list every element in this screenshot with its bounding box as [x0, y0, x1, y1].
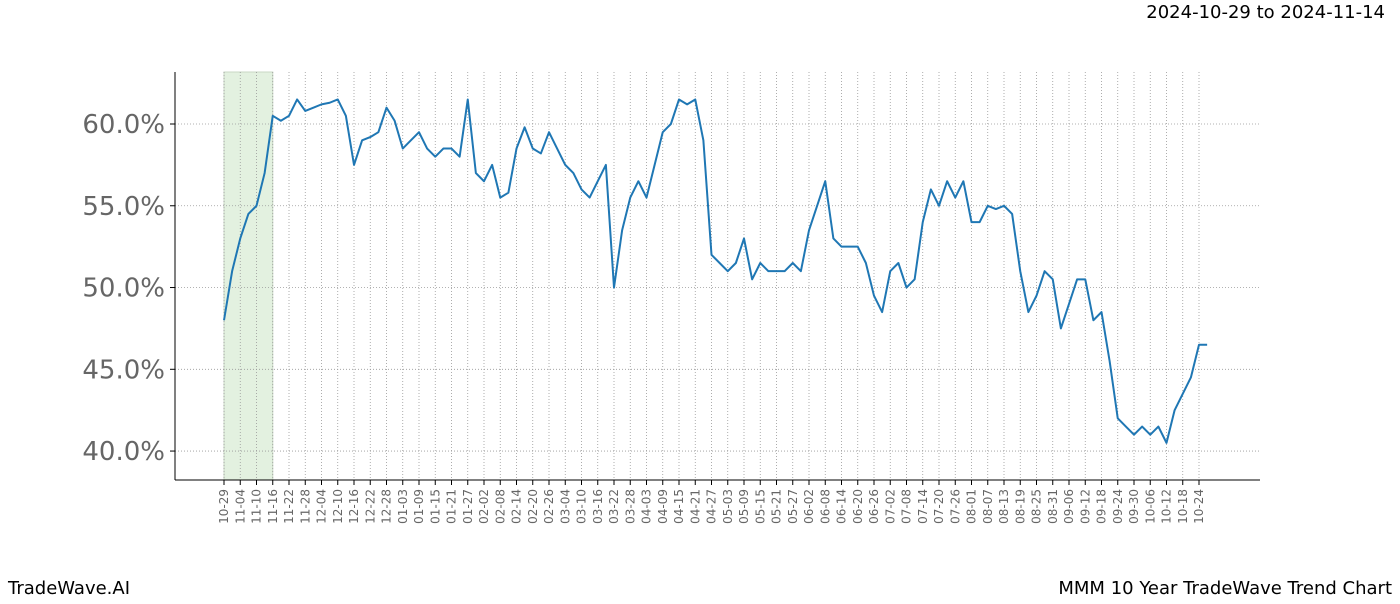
- x-tick-label: 10-18: [1176, 489, 1190, 524]
- x-tick-label: 02-08: [493, 489, 507, 524]
- x-tick-label: 07-20: [932, 489, 946, 524]
- x-tick-label: 11-22: [282, 489, 296, 524]
- x-tick-label: 09-24: [1111, 489, 1125, 524]
- x-tick-label: 08-31: [1046, 489, 1060, 524]
- x-tick-label: 05-03: [721, 489, 735, 524]
- x-tick-label: 11-10: [250, 489, 264, 524]
- x-tick-label: 02-20: [526, 489, 540, 524]
- x-tick-label: 04-27: [705, 489, 719, 524]
- x-tick-label: 01-27: [461, 489, 475, 524]
- x-tick-label: 03-16: [591, 489, 605, 524]
- x-tick-label: 10-29: [217, 489, 231, 524]
- x-tick-label: 06-20: [851, 489, 865, 524]
- x-tick-label: 03-28: [623, 489, 637, 524]
- x-tick-label: 02-14: [510, 489, 524, 524]
- x-tick-label: 06-14: [835, 489, 849, 524]
- x-tick-label: 10-24: [1192, 489, 1206, 524]
- x-tick-label: 01-21: [445, 489, 459, 524]
- x-tick-label: 08-01: [965, 489, 979, 524]
- x-tick-label: 09-12: [1078, 489, 1092, 524]
- date-range: 2024-10-29 to 2024-11-14: [1146, 2, 1385, 23]
- x-tick-label: 07-02: [883, 489, 897, 524]
- x-tick-label: 01-03: [396, 489, 410, 524]
- x-tick-label: 07-14: [916, 489, 930, 524]
- x-tick-label: 09-18: [1095, 489, 1109, 524]
- x-tick-label: 12-04: [315, 489, 329, 524]
- x-tick-label: 11-16: [266, 489, 280, 524]
- x-tick-label: 01-09: [412, 489, 426, 524]
- x-tick-label: 04-21: [688, 489, 702, 524]
- x-tick-label: 12-28: [380, 489, 394, 524]
- x-tick-label: 03-04: [558, 489, 572, 524]
- x-tick-label: 08-19: [1013, 489, 1027, 524]
- x-tick-label: 03-22: [607, 489, 621, 524]
- x-tick-label: 10-06: [1143, 489, 1157, 524]
- x-tick-label: 05-09: [737, 489, 751, 524]
- x-tick-label: 09-30: [1127, 489, 1141, 524]
- y-tick-label: 60.0%: [82, 110, 165, 140]
- x-tick-label: 12-16: [347, 489, 361, 524]
- chart-title: MMM 10 Year TradeWave Trend Chart: [1058, 578, 1392, 599]
- x-tick-label: 07-26: [948, 489, 962, 524]
- x-tick-label: 04-15: [672, 489, 686, 524]
- x-tick-label: 09-06: [1062, 489, 1076, 524]
- x-tick-label: 07-08: [900, 489, 914, 524]
- x-tick-label: 05-15: [753, 489, 767, 524]
- x-tick-label: 06-08: [818, 489, 832, 524]
- x-tick-label: 08-13: [997, 489, 1011, 524]
- x-tick-label: 04-09: [656, 489, 670, 524]
- x-tick-label: 12-22: [363, 489, 377, 524]
- y-tick-label: 45.0%: [82, 355, 165, 385]
- x-tick-label: 03-10: [575, 489, 589, 524]
- x-tick-label: 08-25: [1030, 489, 1044, 524]
- x-tick-label: 01-15: [428, 489, 442, 524]
- x-tick-label: 12-10: [331, 489, 345, 524]
- x-tick-label: 08-07: [981, 489, 995, 524]
- x-tick-label: 10-12: [1160, 489, 1174, 524]
- y-tick-label: 40.0%: [82, 437, 165, 467]
- x-tick-label: 05-21: [770, 489, 784, 524]
- trend-line: [223, 98, 1208, 444]
- brand: TradeWave.AI: [7, 578, 130, 599]
- x-tick-label: 06-02: [802, 489, 816, 524]
- x-tick-label: 02-02: [477, 489, 491, 524]
- x-tick-label: 06-26: [867, 489, 881, 524]
- x-tick-label: 11-28: [298, 489, 312, 524]
- x-tick-label: 05-27: [786, 489, 800, 524]
- y-tick-label: 50.0%: [82, 274, 165, 304]
- x-tick-label: 11-04: [233, 489, 247, 524]
- x-tick-label: 02-26: [542, 489, 556, 524]
- y-tick-label: 55.0%: [82, 192, 165, 222]
- x-tick-label: 04-03: [640, 489, 654, 524]
